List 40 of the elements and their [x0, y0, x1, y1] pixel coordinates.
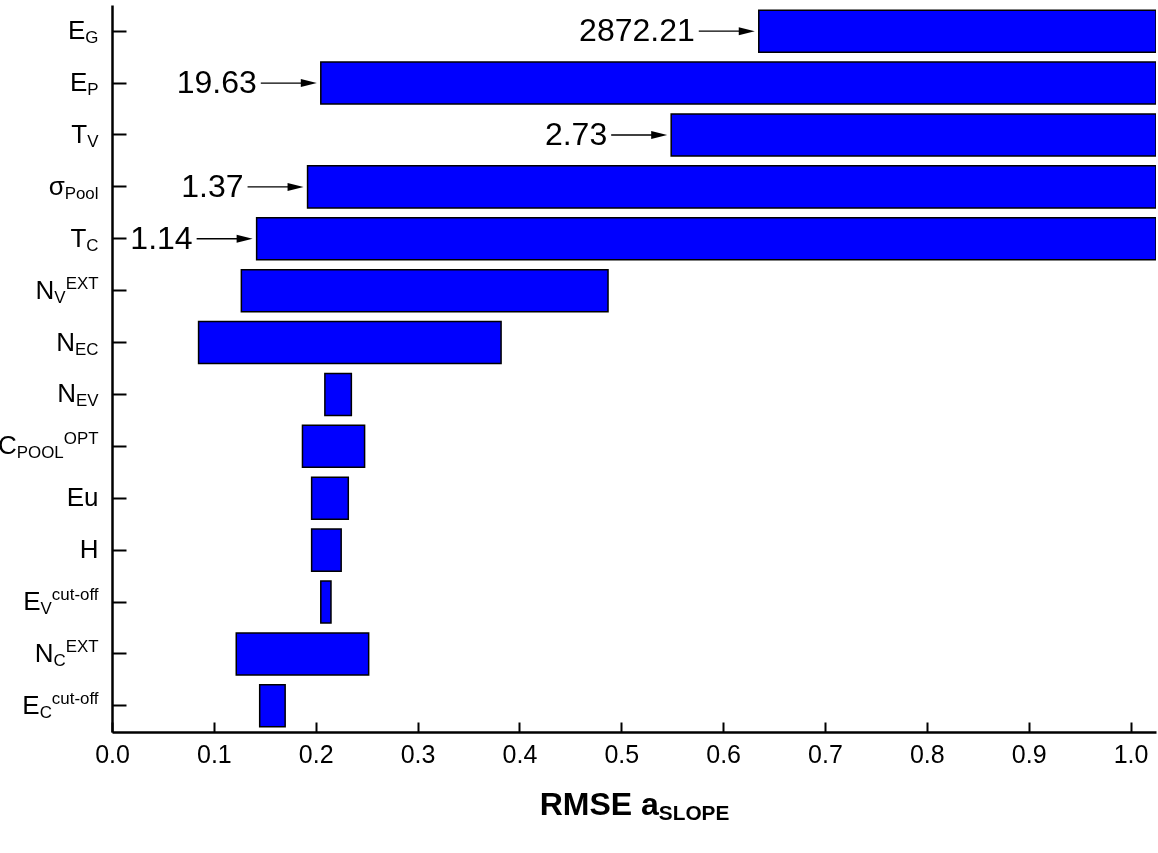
x-tick-label: 0.8 [909, 739, 945, 768]
bar [197, 320, 502, 365]
y-tick-label: E$_{P}$ [69, 67, 99, 100]
x-axis-title: RMSE a$_{SLOPE}$ [539, 785, 730, 824]
bar [310, 476, 350, 520]
annotation: 1.37 [181, 167, 244, 204]
x-tick-label: 0.9 [1011, 739, 1047, 768]
x-tick-label: 0.7 [808, 739, 843, 768]
x-tick-label: 0.3 [400, 739, 436, 768]
y-tick-label: E$_{G}$ [68, 15, 99, 48]
x-tick-label: 0.1 [196, 739, 232, 768]
bar [320, 61, 1156, 105]
bar [310, 528, 342, 572]
x-tick-label: 0.6 [706, 739, 741, 768]
bar [235, 632, 370, 676]
bar [320, 580, 332, 624]
bar [306, 165, 1156, 209]
bar [758, 9, 1156, 53]
bar [255, 217, 1156, 261]
bar [301, 424, 366, 469]
bar [258, 684, 286, 728]
y-tick-label: H [79, 534, 99, 565]
x-tick-label: 0.5 [604, 739, 640, 768]
x-tick-label: 0.4 [502, 739, 538, 768]
y-tick-label: T$_{C}$ [70, 222, 99, 256]
x-tick-label: 0.0 [95, 739, 130, 768]
bar [670, 113, 1156, 157]
y-tick-label: N$_{EC}$ [56, 326, 99, 359]
annotation: 2872.21 [579, 12, 695, 49]
y-tick-label: T$_{V}$ [71, 118, 100, 152]
bar [324, 372, 353, 417]
annotation: 1.14 [130, 219, 193, 256]
annotation: 19.63 [176, 64, 257, 101]
annotation: 2.73 [544, 115, 608, 152]
y-tick-label: σ$_{Pool}$ [48, 170, 99, 204]
y-tick-label: N$_{EV}$ [57, 378, 100, 411]
bar [240, 268, 609, 313]
x-tick-label: 1.0 [1113, 739, 1149, 768]
y-tick-label: Eu [66, 482, 99, 513]
x-tick-label: 0.2 [298, 739, 334, 768]
